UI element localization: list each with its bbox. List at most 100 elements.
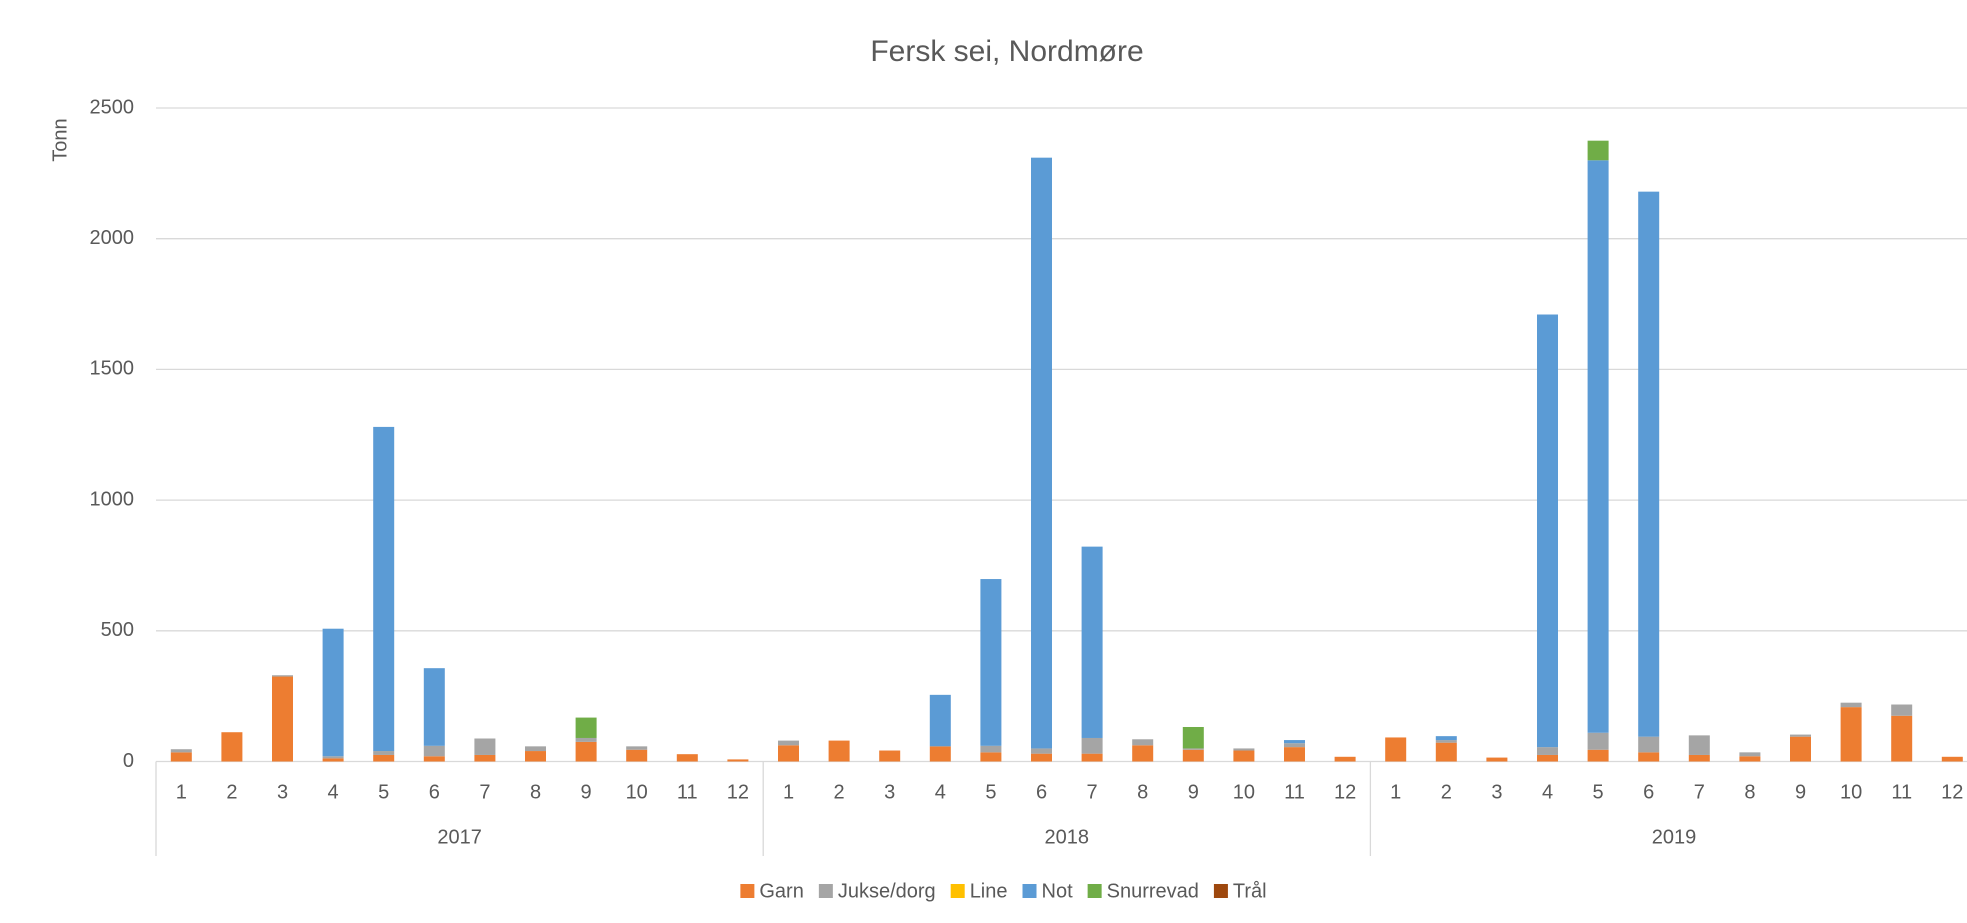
x-tick-label: 11 bbox=[1284, 781, 1305, 803]
bar-segment bbox=[1537, 754, 1558, 762]
bar-segment bbox=[1840, 702, 1862, 708]
bar-segment bbox=[1587, 732, 1609, 750]
x-tick-label: 9 bbox=[581, 781, 592, 803]
bar-segment bbox=[828, 740, 850, 762]
x-tick-label: 3 bbox=[884, 781, 895, 803]
legend-swatch bbox=[950, 884, 965, 898]
bar-segment bbox=[1840, 707, 1862, 762]
x-tick-label: 8 bbox=[530, 781, 541, 803]
bar-segment bbox=[626, 749, 648, 762]
x-tick-label: 7 bbox=[1694, 781, 1705, 803]
bar-segment bbox=[1031, 157, 1052, 749]
y-tick-label: 1500 bbox=[90, 358, 135, 380]
bar-segment bbox=[272, 676, 293, 762]
bar-segment bbox=[1537, 747, 1558, 755]
bar-segment bbox=[1688, 754, 1710, 762]
bar-segment bbox=[221, 732, 243, 762]
bar-segment bbox=[980, 745, 1002, 753]
bar-segment bbox=[1284, 740, 1305, 744]
bar-segment bbox=[1587, 140, 1609, 161]
legend-swatch bbox=[818, 884, 833, 898]
bar-segment bbox=[1587, 160, 1609, 733]
group-label: 2017 bbox=[437, 826, 482, 848]
bar-segment bbox=[1233, 748, 1255, 751]
bar-segment bbox=[1182, 749, 1204, 762]
x-tick-label: 12 bbox=[727, 781, 749, 803]
bar-segment bbox=[1284, 743, 1305, 748]
bar-segment bbox=[1638, 191, 1660, 737]
bar-segment bbox=[322, 628, 344, 757]
bar-segment bbox=[322, 758, 344, 762]
bar-segment bbox=[170, 749, 192, 753]
x-tick-label: 5 bbox=[985, 781, 996, 803]
bar-segment bbox=[423, 668, 445, 746]
x-tick-label: 5 bbox=[1593, 781, 1604, 803]
x-tick-label: 3 bbox=[277, 781, 288, 803]
x-tick-label: 2 bbox=[226, 781, 237, 803]
bar-segment bbox=[1739, 752, 1761, 757]
bar-segment bbox=[1334, 756, 1356, 762]
chart-title: Fersk sei, Nordmøre bbox=[870, 35, 1143, 68]
bar-segment bbox=[879, 750, 901, 762]
x-tick-label: 12 bbox=[1941, 781, 1963, 803]
bar-segment bbox=[1081, 546, 1103, 738]
bar-segment bbox=[1891, 715, 1913, 762]
bar-segment bbox=[1081, 737, 1103, 754]
y-tick-label: 0 bbox=[123, 750, 134, 772]
x-tick-label: 4 bbox=[935, 781, 946, 803]
bar-segment bbox=[1233, 750, 1255, 762]
x-tick-label: 4 bbox=[328, 781, 339, 803]
x-tick-label: 6 bbox=[1643, 781, 1654, 803]
bar-segment bbox=[1587, 749, 1609, 762]
bar-segment bbox=[373, 751, 395, 755]
bar-segment bbox=[778, 740, 799, 746]
bar-segment bbox=[1081, 753, 1103, 762]
legend-swatch bbox=[1022, 884, 1037, 898]
legend-label: Line bbox=[970, 880, 1008, 902]
x-tick-label: 5 bbox=[378, 781, 389, 803]
bar-segment bbox=[727, 759, 749, 762]
bar-segment bbox=[1638, 752, 1660, 762]
x-tick-label: 1 bbox=[1390, 781, 1401, 803]
bar-segment bbox=[1891, 704, 1913, 716]
x-tick-label: 10 bbox=[1233, 781, 1255, 803]
x-tick-label: 11 bbox=[1891, 781, 1912, 803]
legend-label: Garn bbox=[759, 880, 803, 902]
y-axis-label: Tonn bbox=[49, 118, 71, 161]
x-tick-label: 8 bbox=[1744, 781, 1755, 803]
bar-segment bbox=[1790, 736, 1811, 762]
bar-segment bbox=[929, 694, 951, 747]
bar-segment bbox=[980, 579, 1002, 746]
bar-segment bbox=[423, 756, 445, 762]
bar-segment bbox=[423, 745, 445, 757]
bar-segment bbox=[1284, 747, 1305, 762]
bar-segment bbox=[1435, 736, 1457, 741]
bar-segment bbox=[170, 752, 192, 762]
x-tick-label: 9 bbox=[1188, 781, 1199, 803]
bar-segment bbox=[1031, 748, 1052, 754]
bar-segment bbox=[474, 738, 496, 755]
group-label: 2019 bbox=[1652, 826, 1697, 848]
bar-segment bbox=[778, 745, 799, 762]
y-tick-label: 2000 bbox=[90, 227, 135, 249]
bar-segment bbox=[373, 754, 395, 762]
bar-segment bbox=[1132, 739, 1154, 746]
legend-swatch bbox=[740, 884, 755, 898]
bar-segment bbox=[1435, 742, 1457, 762]
bar-segment bbox=[1435, 740, 1457, 743]
y-tick-label: 500 bbox=[101, 619, 134, 641]
bar-segment bbox=[1941, 756, 1963, 762]
bar-segment bbox=[980, 752, 1002, 762]
legend-label: Not bbox=[1042, 880, 1074, 902]
bar-segment bbox=[575, 741, 597, 762]
x-tick-label: 10 bbox=[626, 781, 648, 803]
bar-segment bbox=[1739, 756, 1761, 762]
x-tick-label: 2 bbox=[1441, 781, 1452, 803]
x-tick-label: 9 bbox=[1795, 781, 1806, 803]
bar-segment bbox=[474, 754, 496, 762]
bar-segment bbox=[525, 751, 546, 762]
bar-segment bbox=[1790, 734, 1811, 737]
x-tick-label: 11 bbox=[677, 781, 698, 803]
x-tick-label: 6 bbox=[1036, 781, 1047, 803]
group-label: 2018 bbox=[1045, 826, 1090, 848]
